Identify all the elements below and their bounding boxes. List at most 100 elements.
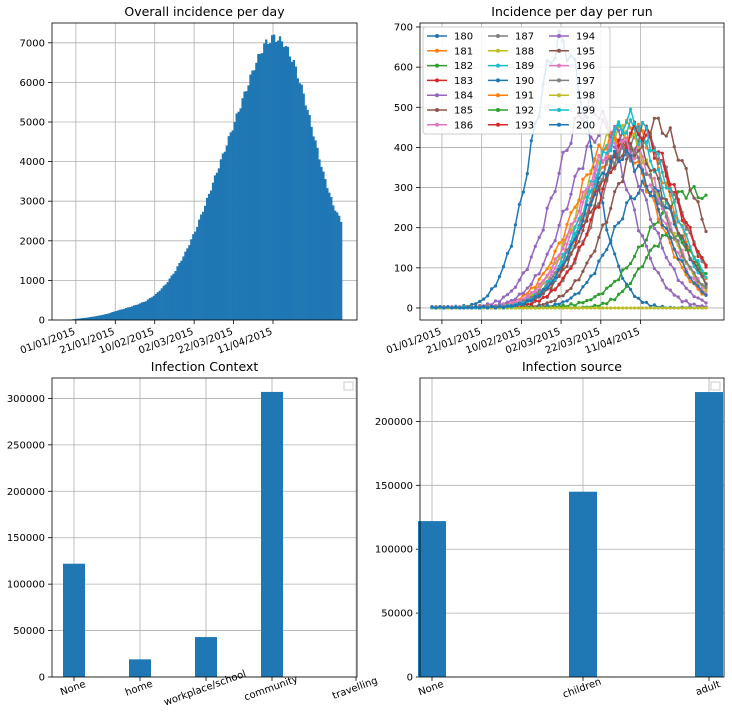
bar xyxy=(195,637,217,677)
series-point xyxy=(684,270,688,274)
series-point xyxy=(688,290,692,294)
series-point xyxy=(660,170,664,174)
series-point xyxy=(696,284,700,288)
legend-box xyxy=(422,26,611,135)
overall-incidence-chart: Overall incidence per day 0 1000 2000 3000 40… xyxy=(19,4,358,357)
series-point xyxy=(553,298,557,303)
series-point xyxy=(569,211,573,215)
histogram-bar xyxy=(290,61,294,321)
series-point xyxy=(648,135,653,139)
series-point xyxy=(652,176,657,180)
series-point xyxy=(668,187,672,192)
y-tick-label: 100 xyxy=(394,263,413,274)
series-point xyxy=(581,242,585,246)
legend-label: 198 xyxy=(576,91,595,102)
series-point xyxy=(561,306,565,310)
histogram-bar xyxy=(221,153,225,320)
histogram-bar xyxy=(192,234,195,320)
histogram-bar xyxy=(91,316,94,320)
y-tick-label: 0 xyxy=(39,673,45,684)
histogram-bar xyxy=(131,306,134,320)
series-point xyxy=(557,223,561,227)
series-point xyxy=(581,228,585,233)
series-point xyxy=(589,135,593,139)
series-point xyxy=(625,306,629,310)
histogram-bar xyxy=(322,171,325,320)
histogram-bar xyxy=(231,130,234,320)
series-point xyxy=(628,281,633,285)
series-point xyxy=(668,182,672,187)
histogram-bar xyxy=(103,314,106,320)
histogram-bar xyxy=(227,136,230,320)
series-point xyxy=(680,218,684,223)
series-point xyxy=(684,260,688,264)
series-point xyxy=(533,289,537,294)
series-point xyxy=(700,283,704,287)
series-point xyxy=(656,189,660,193)
series-point xyxy=(648,159,653,163)
series-point xyxy=(660,246,664,250)
series-point xyxy=(541,262,545,267)
series-point xyxy=(668,306,672,310)
series-point xyxy=(692,257,696,261)
series-point xyxy=(601,223,605,227)
legend-marker xyxy=(496,122,500,127)
series-point xyxy=(664,134,668,138)
legend-label: 184 xyxy=(454,91,473,102)
series-point xyxy=(462,306,466,310)
histogram-bar xyxy=(308,115,311,320)
series-point xyxy=(632,148,637,152)
series-point xyxy=(640,155,645,159)
histogram-bar xyxy=(229,132,232,320)
histogram-bar xyxy=(164,284,167,320)
series-point xyxy=(553,302,557,306)
series-point xyxy=(601,301,605,305)
series-point xyxy=(553,288,557,292)
series-point xyxy=(628,306,633,310)
series-point xyxy=(577,278,581,282)
y-tick-label: 5000 xyxy=(20,118,45,129)
series-point xyxy=(692,306,696,310)
series-point xyxy=(644,162,649,166)
series-point xyxy=(557,306,561,310)
series-point xyxy=(529,306,533,310)
series-point xyxy=(565,242,569,246)
series-point xyxy=(680,234,684,238)
series-point xyxy=(704,301,708,305)
series-point xyxy=(660,223,664,227)
series-point xyxy=(672,247,676,251)
legend-label: 195 xyxy=(576,46,595,57)
series-point xyxy=(692,281,696,285)
histogram-bar xyxy=(253,70,256,320)
series-point xyxy=(692,243,696,247)
series-point xyxy=(688,257,692,261)
series-point xyxy=(672,293,676,297)
legend-marker xyxy=(496,78,500,83)
series-point xyxy=(601,187,605,191)
histogram-bar xyxy=(223,151,226,320)
histogram-bar xyxy=(215,172,219,320)
series-point xyxy=(605,160,609,164)
series-point xyxy=(537,299,541,303)
series-point xyxy=(541,272,545,276)
series-point xyxy=(621,217,625,221)
legend-marker xyxy=(435,63,439,68)
histogram-bar xyxy=(142,301,146,320)
histogram-bar xyxy=(158,290,161,320)
y-tick-label: 4000 xyxy=(20,157,45,168)
series-point xyxy=(676,190,680,194)
series-point xyxy=(557,294,561,298)
legend-label: 187 xyxy=(515,32,534,43)
series-point xyxy=(672,200,676,204)
y-tick-label: 400 xyxy=(394,143,413,154)
series-point xyxy=(617,120,621,124)
series-point xyxy=(613,279,617,283)
series-point xyxy=(529,255,533,259)
histogram-bar xyxy=(73,319,77,320)
histogram-bar xyxy=(136,304,140,320)
series-point xyxy=(696,306,700,310)
series-point xyxy=(525,286,529,290)
histogram-bar xyxy=(255,62,258,320)
legend-marker xyxy=(435,34,439,38)
series-point xyxy=(557,171,561,175)
